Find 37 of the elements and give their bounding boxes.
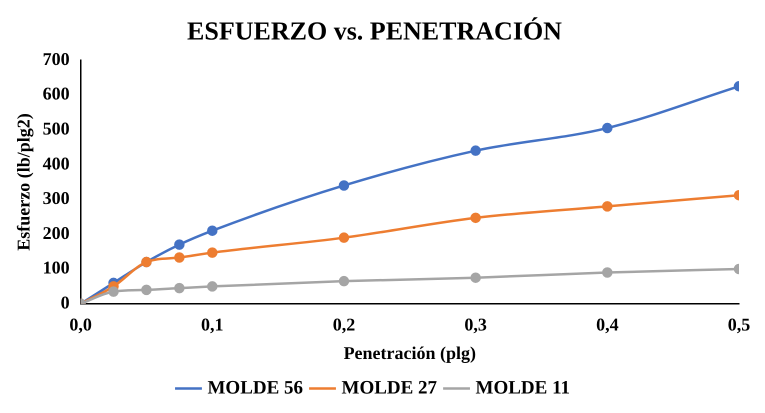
point [602, 122, 613, 134]
y-tick-label: 700 [42, 48, 70, 69]
point [338, 232, 350, 243]
chart-title: ESFUERZO vs. PENETRACIÓN [187, 16, 562, 46]
point [602, 267, 613, 278]
x-tick-label: 0,4 [596, 314, 619, 334]
point [207, 225, 218, 236]
x-tick-label: 0,5 [728, 314, 750, 334]
point [338, 180, 350, 191]
point [174, 252, 185, 263]
point [470, 212, 481, 224]
y-tick-label: 300 [42, 188, 70, 208]
y-tick-label: 500 [42, 118, 70, 138]
point [174, 282, 185, 294]
point [470, 272, 481, 283]
legend-label: MOLDE 11 [476, 377, 570, 398]
y-tick-label: 200 [42, 222, 70, 243]
point [108, 286, 119, 297]
point [174, 239, 185, 250]
y-tick-label: 600 [42, 84, 70, 104]
x-tick-label: 0,2 [332, 314, 356, 334]
point [141, 284, 152, 296]
y-tick-label: 0 [60, 292, 70, 312]
y-tick-label: 100 [42, 258, 70, 278]
y-axis-title: Esfuerzo (lb/plg2) [13, 113, 34, 251]
point [207, 247, 218, 258]
point [602, 201, 613, 212]
x-tick-label: 0,1 [201, 314, 224, 334]
point [470, 145, 481, 156]
x-axis-title: Penetración (plg) [344, 342, 476, 363]
legend-label: MOLDE 27 [342, 377, 438, 398]
y-tick-label: 400 [42, 153, 70, 174]
legend-label: MOLDE 56 [207, 377, 304, 398]
point [338, 276, 350, 286]
x-tick-label: 0,3 [464, 314, 487, 334]
x-tick-label: 0,0 [69, 314, 92, 334]
point [207, 281, 218, 292]
